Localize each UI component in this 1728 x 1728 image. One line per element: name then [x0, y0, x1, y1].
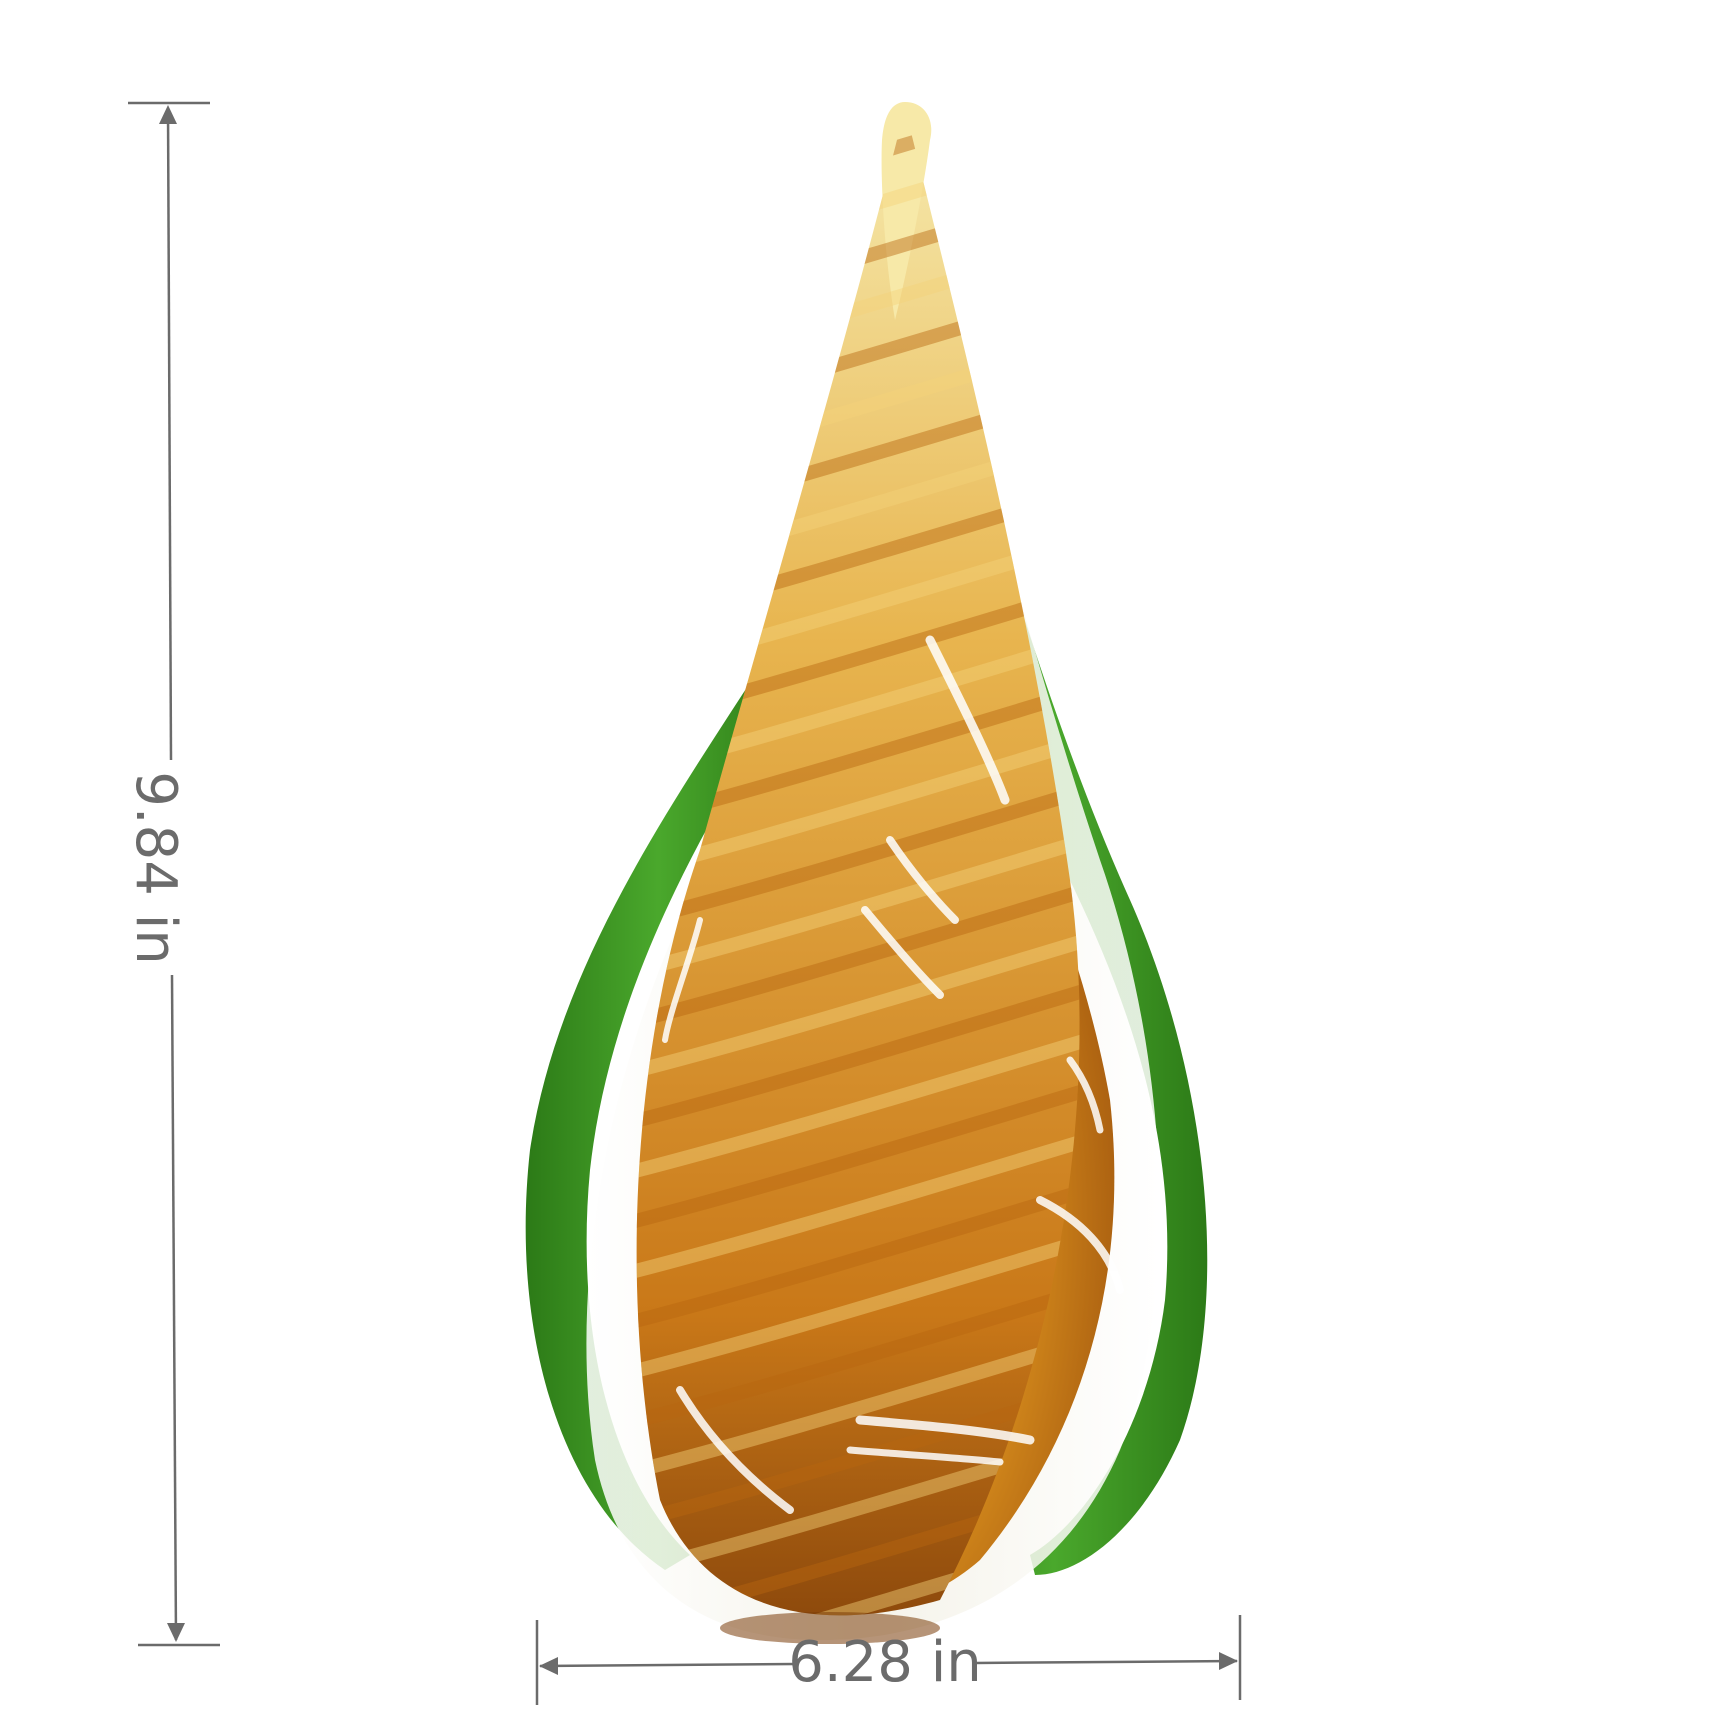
streak [861, 906, 944, 999]
spiral-band [636, 108, 1080, 237]
height-arrow-up [159, 105, 177, 124]
streak [1036, 1196, 1124, 1294]
streak [855, 1415, 1035, 1445]
height-line-upper [166, 107, 173, 761]
spiral-band [636, 1123, 1080, 1287]
streak [846, 1446, 1004, 1466]
white-streaks [662, 635, 1124, 1514]
twisted-cone [636, 108, 1080, 1616]
spiral-band [636, 873, 1080, 1037]
glass-sculpture [525, 102, 1208, 1644]
spiral-band [636, 123, 1080, 287]
spiral-band [636, 1173, 1080, 1337]
cream-tip [881, 102, 932, 320]
streak [925, 635, 1010, 805]
width-label: 6.28 in [788, 1630, 982, 1695]
spiral-band [636, 1023, 1080, 1187]
height-arrow-down [167, 1623, 185, 1642]
height-line-lower [170, 974, 178, 1641]
streak [676, 1386, 794, 1514]
streak [1066, 1056, 1104, 1134]
spiral-band [636, 973, 1080, 1137]
spiral-band [636, 923, 1080, 1087]
spiral-band [636, 1223, 1080, 1387]
streak [886, 836, 959, 924]
width-arrow-right [1219, 1652, 1238, 1670]
width-arrow-left [539, 1657, 558, 1675]
streak [662, 917, 703, 1043]
width-line-left [539, 1662, 796, 1668]
height-label: 9.84 in [123, 771, 188, 965]
base-shadow [720, 1612, 940, 1644]
spiral-band [636, 1273, 1080, 1437]
height-dimension [128, 101, 220, 1647]
spiral-band [636, 1073, 1080, 1237]
width-line-right [974, 1659, 1238, 1665]
width-dimension [535, 1615, 1242, 1705]
